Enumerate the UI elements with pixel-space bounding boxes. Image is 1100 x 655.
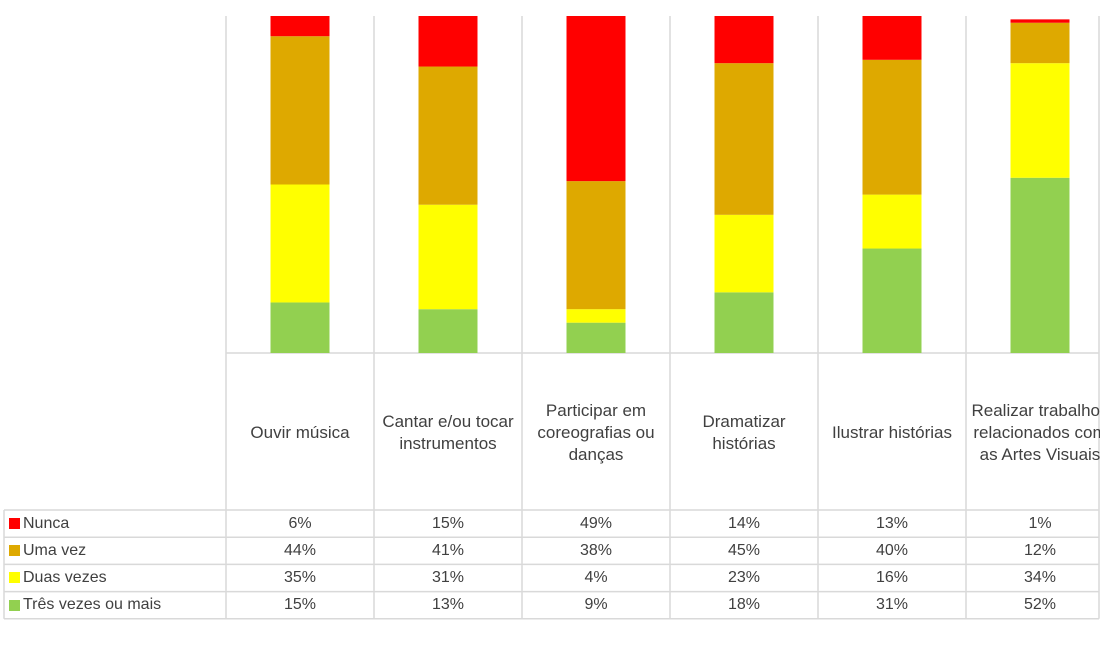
value-label: 4%: [584, 568, 608, 586]
value-label: 38%: [579, 541, 613, 559]
legend-label: Nunca: [23, 514, 70, 532]
bar-segment: [714, 16, 774, 64]
bar-segment: [862, 16, 922, 60]
category-label: Dramatizar histórias: [702, 411, 786, 453]
value-label: 15%: [283, 596, 317, 614]
value-label: 31%: [431, 568, 465, 586]
legend-entry: Três vezes ou mais: [5, 592, 161, 619]
value-label: 16%: [875, 568, 909, 586]
value-label: 44%: [283, 541, 317, 559]
bar-segment: [1010, 22, 1070, 64]
bar-segment: [862, 59, 922, 195]
value-label: 45%: [727, 541, 761, 559]
bar-segment: [714, 63, 774, 215]
value-label: 40%: [875, 541, 909, 559]
value-label: 23%: [727, 568, 761, 586]
bar-segment: [566, 309, 626, 323]
bar-segment: [1010, 63, 1070, 178]
bar-segment: [418, 309, 478, 353]
value-label: 34%: [1023, 568, 1057, 586]
value-label: 9%: [584, 596, 608, 614]
value-label: 35%: [283, 568, 317, 586]
legend-swatch: [9, 518, 20, 530]
value-label: 52%: [1023, 596, 1057, 614]
bar-segment: [566, 16, 626, 182]
bar-segment: [1010, 177, 1070, 353]
bar-segment: [418, 16, 478, 67]
legend-swatch: [9, 572, 20, 584]
bar-segment: [566, 322, 626, 353]
bar-segment: [418, 204, 478, 310]
bar-segment: [862, 194, 922, 249]
bar-segment: [714, 292, 774, 353]
legend-label: Duas vezes: [23, 568, 107, 586]
category-label: Cantar e/ou tocar instrumentos: [382, 411, 514, 453]
category-label: Ilustrar histórias: [832, 422, 952, 442]
value-label: 12%: [1023, 541, 1057, 559]
bar-segment: [566, 181, 626, 310]
bar-segment: [862, 248, 922, 353]
legend-entry: Duas vezes: [5, 564, 107, 591]
legend-swatch: [9, 545, 20, 557]
category-label: Ouvir música: [250, 422, 350, 442]
value-label: 13%: [431, 596, 465, 614]
value-label: 49%: [579, 514, 613, 532]
bar-segment: [270, 302, 330, 353]
value-label: 1%: [1028, 514, 1052, 532]
category-label: Realizar trabalhos relacionados com as A…: [971, 400, 1100, 464]
bar-segment: [714, 214, 774, 293]
legend-swatch: [9, 599, 20, 611]
value-label: 13%: [875, 514, 909, 532]
bar-segment: [1010, 19, 1070, 23]
legend-entry: Uma vez: [5, 537, 86, 564]
legend-entry: Nunca: [5, 510, 69, 537]
bar-segment: [270, 36, 330, 185]
value-label: 6%: [288, 514, 312, 532]
bar-segment: [270, 184, 330, 303]
category-label: Participar em coreografias ou danças: [537, 400, 655, 464]
bar-segment: [270, 16, 330, 37]
value-label: 31%: [875, 596, 909, 614]
legend-label: Três vezes ou mais: [23, 596, 162, 614]
value-label: 14%: [727, 514, 761, 532]
legend-label: Uma vez: [23, 541, 87, 559]
value-label: 41%: [431, 541, 465, 559]
value-label: 15%: [431, 514, 465, 532]
value-label: 18%: [727, 596, 761, 614]
bar-segment: [418, 66, 478, 205]
